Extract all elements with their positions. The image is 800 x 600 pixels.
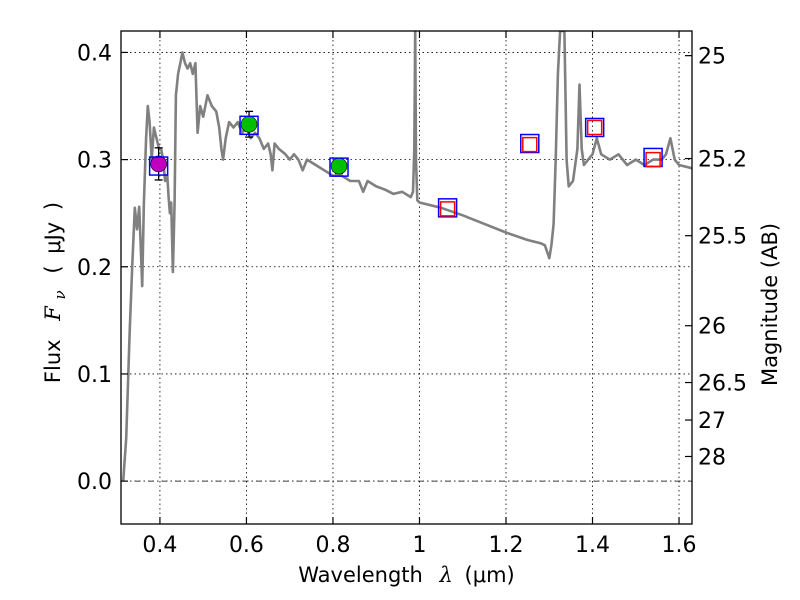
- y-axis-label-subscript: ν: [51, 290, 69, 299]
- y-tick-label: 0.1: [77, 363, 112, 388]
- x-tick-label: 1.2: [488, 533, 523, 558]
- y-tick-label: 0.3: [77, 149, 112, 174]
- x-tick-label: 1: [412, 533, 426, 558]
- x-tick-label: 1.6: [662, 533, 697, 558]
- model-blue-squares-point: [584, 117, 605, 138]
- y-tick-label: 0.2: [77, 256, 112, 281]
- y-axis-label-unit-open: (: [41, 265, 65, 273]
- plot-frame: [120, 30, 693, 525]
- x-tick-label: 0.4: [142, 533, 177, 558]
- x-axis-label-symbol: λ: [439, 563, 453, 587]
- x-axis-label: Wavelength λ (μm): [298, 563, 514, 587]
- x-tick-label: 1.4: [575, 533, 610, 558]
- predicted-red-squares-point: [522, 136, 538, 153]
- predicted-red-squares-point: [439, 201, 456, 217]
- grid: [121, 31, 692, 524]
- y-axis-label-unit-close: ): [41, 202, 65, 210]
- predicted-red-squares-point: [645, 151, 661, 168]
- model-blue-squares-point: [239, 115, 259, 136]
- mag-tick-label: 25.5: [698, 225, 747, 250]
- model-blue-squares-point: [437, 198, 458, 218]
- predicted-red-squares-point: [586, 119, 603, 136]
- x-tick-label: 0.8: [315, 533, 350, 558]
- model-blue-squares-point: [148, 156, 169, 176]
- y-axis-right-label: Magnitude (AB): [758, 223, 782, 386]
- x-axis-label-unit: (μm): [465, 563, 515, 587]
- mag-tick-label: 26: [698, 315, 726, 340]
- ticks-layer: 0.4 0.6 0.8 1 1.2 1.4 1.6 0.0 0.1 0.2 0.3 0.4 25 25.2…: [77, 31, 747, 558]
- observed-magenta-point: [150, 155, 167, 173]
- sed-model-layer: [121, 31, 692, 482]
- sed-model-line: [121, 31, 692, 482]
- x-tick-label: 0.6: [229, 533, 264, 558]
- observed-green-point: [330, 157, 348, 175]
- mag-tick-label: 26.5: [698, 372, 747, 397]
- mag-tick-label: 27: [698, 409, 726, 434]
- mag-tick-label: 25.2: [698, 148, 747, 173]
- mag-tick-label: 25: [698, 45, 726, 70]
- observed-green-point: [240, 115, 258, 133]
- y-axis-label-prefix: Flux: [41, 339, 65, 383]
- x-axis-label-prefix: Wavelength: [298, 563, 423, 587]
- model-blue-squares-point: [329, 157, 349, 177]
- y-tick-label: 0.0: [77, 470, 112, 495]
- model-blue-squares-point: [520, 133, 540, 154]
- mag-tick-label: 28: [698, 445, 726, 470]
- y-axis-label: Flux F ν ( μJy ): [41, 202, 70, 383]
- y-tick-label: 0.4: [77, 41, 112, 66]
- y-axis-label-unit: μJy: [41, 222, 65, 254]
- markers-layer: [148, 110, 663, 218]
- y-axis-label-symbol: F: [41, 305, 65, 322]
